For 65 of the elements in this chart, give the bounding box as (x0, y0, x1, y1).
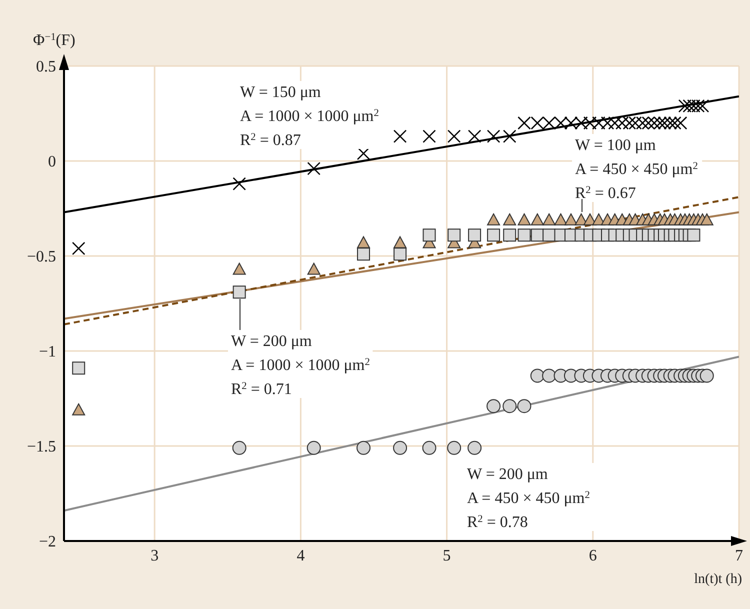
point (502, 130, 516, 143)
point (486, 130, 500, 143)
point (393, 130, 407, 143)
point (357, 248, 370, 261)
point (232, 177, 246, 190)
point (394, 236, 407, 248)
x-axis-title: ln(t)t (h) (694, 572, 742, 587)
point (564, 213, 578, 226)
point (447, 440, 462, 455)
point (307, 162, 320, 176)
text: W = 200 μm A = 1000 × 1000 μm$^{2}$ R$^{2}$ = 0.71 (231, 333, 370, 398)
point (422, 440, 436, 455)
point (542, 368, 556, 383)
y-tick-label: −1 (38, 344, 56, 361)
point (503, 228, 516, 242)
y-tick-label: −2 (38, 534, 56, 551)
point (700, 213, 714, 226)
text: W = 150 μm A = 1000 × 1000 μm$^{2}$ R$^{2}$ = 0.87 (240, 84, 379, 149)
point (517, 399, 532, 414)
x-tick-label: 4 (296, 547, 305, 564)
point (542, 213, 556, 226)
point (518, 213, 531, 226)
point (468, 130, 482, 143)
y-tick-label: −0.5 (26, 248, 56, 266)
y-axis-title: Φ$^{−1}$(F) (33, 32, 76, 49)
y-tick-label: 0.5 (36, 58, 56, 76)
point (542, 228, 556, 242)
point (357, 236, 370, 248)
point (356, 440, 371, 455)
point (554, 213, 568, 226)
point (394, 248, 407, 261)
x-tick-label: 7 (735, 547, 743, 564)
point (530, 213, 544, 226)
point (72, 403, 86, 416)
point (487, 228, 500, 242)
y-tick-label: 0 (48, 154, 56, 171)
y-tick-label: −1.5 (26, 438, 56, 456)
point (503, 213, 516, 226)
point (393, 440, 408, 455)
text: W = 200 μm A = 450 × 450 μm$^{2}$ R$^{2}$ = 0.78 (467, 466, 590, 531)
point (448, 228, 461, 242)
x-tick-label: 6 (588, 547, 597, 564)
point (232, 286, 246, 299)
point (518, 228, 531, 242)
point (232, 262, 246, 275)
point (487, 213, 500, 226)
point (447, 130, 461, 143)
point (592, 213, 606, 226)
point (687, 228, 700, 242)
point (502, 399, 517, 414)
point (307, 262, 320, 275)
point (700, 368, 714, 383)
point (468, 228, 482, 242)
point (530, 368, 544, 383)
point (232, 440, 246, 455)
point (468, 440, 482, 455)
point (72, 242, 86, 256)
point (422, 130, 436, 143)
point (306, 440, 321, 455)
point (72, 362, 86, 375)
point (486, 399, 501, 414)
x-tick-label: 5 (442, 547, 451, 564)
x-tick-label: 3 (150, 547, 159, 564)
point (422, 228, 436, 242)
text: W = 100 μm A = 450 × 450 μm$^{2}$ R$^{2}$ = 0.67 (575, 137, 698, 202)
